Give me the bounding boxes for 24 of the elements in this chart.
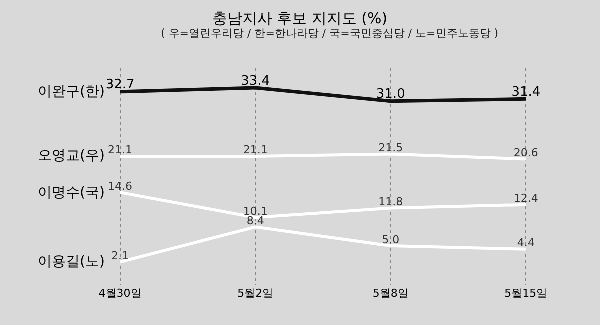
series-label: 이용길(노) [38,254,105,270]
data-label: 14.6 [108,180,133,193]
series-label: 이명수(국) [38,185,105,201]
series-label: 이완구(한) [38,84,105,100]
data-label: 21.1 [108,144,133,157]
x-tick-label: 4월30일 [98,287,142,300]
x-tick-label: 5월8일 [372,287,409,300]
data-label: 21.5 [378,141,404,154]
x-tick-label: 5월15일 [504,287,548,300]
data-label: 4.4 [517,236,535,250]
data-label: 31.0 [376,87,406,102]
series-label: 오영교(우) [38,148,105,164]
data-label: 33.4 [241,74,270,89]
data-label: 21.1 [243,144,268,157]
data-label: 11.8 [378,195,404,208]
data-label: 31.4 [512,84,541,100]
data-label: 5.0 [382,233,400,246]
data-label: 20.6 [514,146,538,160]
data-label: 12.4 [514,192,538,206]
chart-subtitle: ( 우=열린우리당 / 한=한나라당 / 국=국민중심당 / 노=민주노동당 ) [161,27,499,40]
data-label: 32.7 [106,78,135,93]
x-tick-label: 5월2일 [238,287,274,300]
chart-title: 충남지사 후보 지지도 (%) [212,10,388,28]
data-label: 2.1 [112,249,130,262]
